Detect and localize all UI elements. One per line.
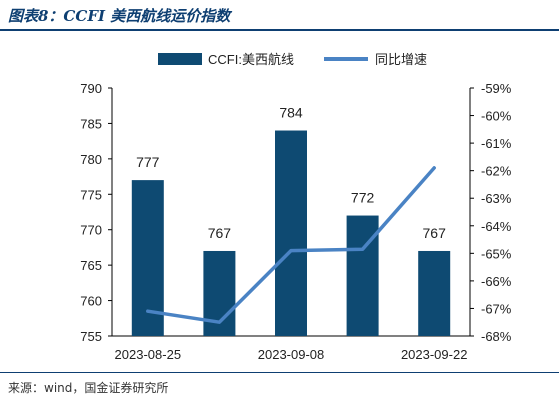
y-left-tick-label: 760 bbox=[80, 294, 102, 309]
source-rule bbox=[0, 372, 559, 373]
bar-data-label: 767 bbox=[423, 225, 447, 241]
bar-data-label: 767 bbox=[208, 225, 232, 241]
y-right-tick-label: -62% bbox=[481, 164, 512, 179]
legend-bar-label: CCFI:美西航线 bbox=[208, 52, 294, 67]
y-right-tick-label: -67% bbox=[481, 301, 512, 316]
y-right-tick-label: -63% bbox=[481, 191, 512, 206]
title-rule bbox=[0, 29, 559, 31]
y-left-tick-label: 775 bbox=[80, 187, 102, 202]
y-right-tick-label: -61% bbox=[481, 136, 512, 151]
bar-data-label: 784 bbox=[279, 105, 303, 121]
source-note: 来源：wind，国金证券研究所 bbox=[8, 381, 169, 395]
y-left-tick-label: 785 bbox=[80, 116, 102, 131]
yoy-growth-line bbox=[146, 166, 436, 324]
legend-line-label: 同比增速 bbox=[375, 52, 427, 67]
y-left-tick-label: 755 bbox=[80, 329, 102, 344]
x-tick-label: 2023-09-08 bbox=[258, 347, 325, 362]
y-left-tick-label: 790 bbox=[80, 81, 102, 96]
x-tick-label: 2023-08-25 bbox=[115, 347, 182, 362]
bar bbox=[275, 130, 307, 336]
y-right-tick-label: -68% bbox=[481, 329, 512, 344]
bar-data-label: 777 bbox=[136, 154, 160, 170]
y-right-tick-label: -59% bbox=[481, 81, 512, 96]
chart-title: 图表8：CCFI 美西航线运价指数 bbox=[8, 7, 231, 25]
y-left-tick-label: 780 bbox=[80, 152, 102, 167]
y-left-tick-label: 770 bbox=[80, 223, 102, 238]
y-right-tick-label: -60% bbox=[481, 109, 512, 124]
y-right-tick-label: -66% bbox=[481, 274, 512, 289]
bar-data-label: 772 bbox=[351, 190, 375, 206]
chart-figure: 755 760 765 770 775 780 785 790 -68% -67% -66% -65%… bbox=[80, 52, 512, 362]
x-tick-label: 2023-09-22 bbox=[401, 347, 468, 362]
y-right-tick-label: -64% bbox=[481, 219, 512, 234]
legend-bar-swatch bbox=[158, 53, 202, 65]
bar bbox=[418, 250, 451, 336]
bar bbox=[346, 215, 379, 336]
y-right-tick-label: -65% bbox=[481, 246, 512, 261]
y-left-tick-label: 765 bbox=[80, 258, 102, 273]
